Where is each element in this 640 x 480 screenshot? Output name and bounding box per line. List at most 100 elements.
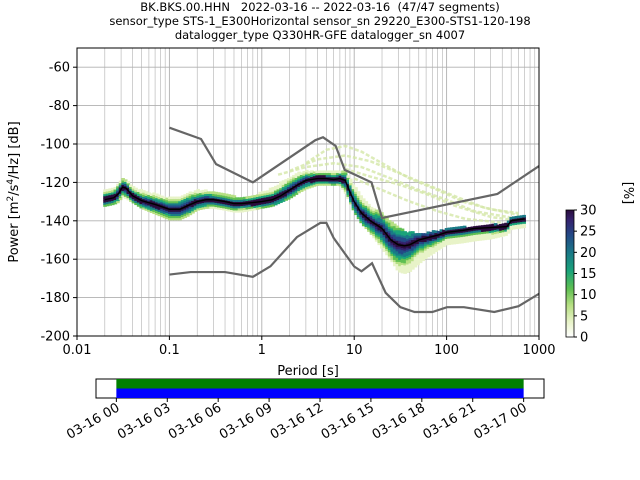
psd-density-cell [452, 239, 457, 243]
psd-density-cell [325, 181, 330, 184]
psd-density-cell [261, 193, 265, 196]
psd-density-cell [131, 198, 136, 202]
psd-density-cell [219, 203, 224, 206]
psd-density-cell [305, 169, 309, 173]
psd-density-cell [359, 199, 363, 203]
psd-density-cell [403, 237, 407, 241]
psd-density-cell [424, 250, 428, 253]
psd-density-cell [165, 197, 169, 201]
psd-density-cell [268, 196, 273, 199]
psd-density-cell [292, 193, 296, 197]
psd-density-cell [157, 202, 162, 206]
psd-density-cell [144, 203, 149, 207]
psd-density-cell [320, 174, 325, 178]
psd-density-cell [266, 190, 270, 193]
psd-density-cell [289, 195, 294, 199]
psd-density-cell [214, 193, 219, 197]
psd-density-cell [328, 178, 332, 182]
psd-density-cell [390, 221, 394, 225]
psd-density-cell [351, 188, 356, 192]
psd-density-cell [348, 184, 353, 188]
psd-density-cell [488, 230, 493, 234]
psd-density-cell [367, 212, 371, 215]
psd-density-cell [289, 191, 294, 194]
psd-density-cell [320, 178, 325, 182]
psd-density-cell [297, 177, 301, 181]
psd-density-cell [411, 233, 415, 236]
psd-density-cell [408, 252, 413, 255]
psd-density-cell [149, 204, 154, 207]
psd-density-cell [271, 189, 275, 192]
psd-density-cell [400, 258, 405, 261]
psd-density-cell [235, 207, 239, 211]
psd-density-cell [315, 181, 319, 184]
psd-density-cell [398, 248, 402, 252]
psd-density-cell [136, 189, 141, 192]
x-tick-label: 0.1 [159, 343, 180, 358]
psd-density-cell [403, 254, 407, 257]
psd-density-cell [284, 181, 288, 184]
psd-density-cell [214, 202, 219, 205]
psd-density-cell [387, 224, 392, 227]
psd-density-cell [341, 181, 345, 184]
psd-density-cell [268, 202, 273, 206]
psd-density-cell [416, 258, 420, 262]
psd-density-cell [258, 202, 263, 205]
psd-density-cell [248, 202, 252, 205]
psd-density-cell [186, 207, 190, 211]
psd-density-cell [248, 195, 252, 199]
psd-density-cell [162, 209, 167, 212]
psd-density-cell [320, 172, 325, 176]
psd-density-cell [395, 263, 400, 267]
psd-density-cell [266, 202, 270, 206]
psd-density-cell [369, 213, 374, 216]
timeline-tick-label: 03-16 15 [319, 400, 377, 442]
psd-density-cell [341, 176, 345, 180]
psd-density-cell [413, 252, 418, 255]
psd-density-cell [367, 210, 371, 213]
psd-density-cell [372, 231, 376, 235]
psd-density-cell [411, 252, 415, 255]
psd-density-cell [273, 200, 278, 204]
psd-density-cell [162, 202, 167, 206]
psd-density-cell [206, 201, 211, 205]
psd-density-cell [413, 258, 418, 262]
psd-density-cell [413, 243, 418, 247]
psd-density-cell [103, 202, 107, 205]
psd-density-cell [359, 218, 363, 222]
psd-density-cell [367, 205, 371, 209]
psd-density-cell [351, 205, 356, 209]
psd-density-cell [418, 247, 423, 251]
psd-density-cell [380, 233, 384, 236]
psd-density-cell [323, 170, 327, 174]
psd-density-cell [167, 205, 172, 208]
psd-density-cell [359, 214, 363, 217]
psd-density-cell [416, 243, 420, 247]
psd-density-cell [392, 229, 397, 233]
colorbar-tick-label: 25 [580, 225, 597, 240]
psd-density-cell [108, 192, 112, 196]
psd-density-cell [237, 210, 242, 213]
psd-density-cell [183, 198, 188, 202]
psd-density-cell [457, 236, 462, 240]
psd-density-cell [385, 252, 389, 256]
psd-density-cell [180, 212, 185, 215]
psd-density-cell [424, 243, 428, 247]
psd-density-cell [123, 189, 128, 193]
psd-density-cell [395, 240, 400, 243]
psd-density-cell [426, 233, 431, 237]
psd-density-cell [167, 209, 172, 212]
psd-density-cell [405, 264, 410, 267]
timeline-tick-label: 03-16 18 [370, 400, 428, 442]
psd-density-cell [245, 204, 250, 208]
psd-density-cell [408, 248, 413, 251]
psd-density-cell [271, 203, 275, 207]
high-noise-model-line [169, 126, 539, 220]
x-tick-label: 1000 [522, 343, 555, 358]
psd-density-cell [398, 242, 402, 246]
psd-density-cell [411, 245, 415, 249]
psd-density-cell [426, 252, 431, 256]
psd-density-cell [398, 236, 402, 239]
psd-density-cell [455, 237, 459, 240]
psd-density-cell [204, 204, 208, 207]
